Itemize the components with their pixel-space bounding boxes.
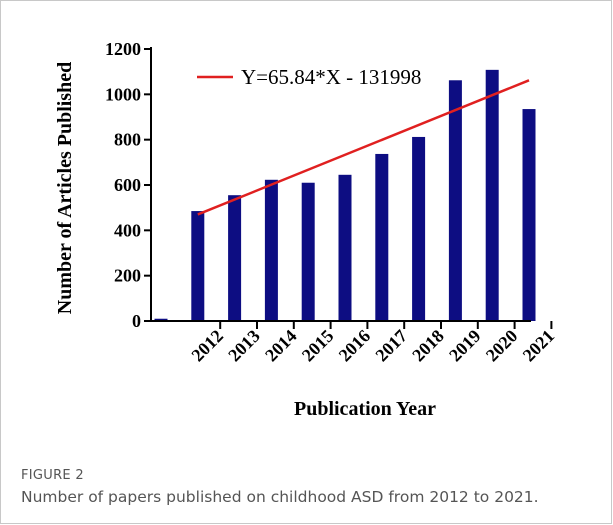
bars-group bbox=[154, 69, 536, 321]
x-tick-label: 2017 bbox=[371, 326, 411, 366]
bar-2013 bbox=[228, 195, 242, 321]
legend: Y=65.84*X - 131998 bbox=[197, 65, 421, 89]
y-tick-label: 200 bbox=[114, 266, 141, 286]
legend-label: Y=65.84*X - 131998 bbox=[241, 65, 421, 89]
figure-label: FIGURE 2 bbox=[21, 468, 84, 483]
bar-2021 bbox=[522, 109, 536, 321]
bar-2014 bbox=[264, 179, 278, 321]
figure-caption: Number of papers published on childhood … bbox=[21, 488, 539, 506]
x-axis-title: Publication Year bbox=[294, 398, 436, 420]
bar-pre-2012 bbox=[154, 318, 168, 321]
bar-2017 bbox=[375, 153, 389, 321]
y-tick-label: 1000 bbox=[105, 84, 141, 104]
x-tick-label: 2019 bbox=[445, 326, 485, 366]
y-tick-label: 0 bbox=[132, 311, 141, 331]
x-tick-label: 2013 bbox=[224, 326, 264, 366]
x-tick-label: 2014 bbox=[261, 326, 301, 366]
x-tick-label: 2012 bbox=[187, 326, 227, 366]
bar-2016 bbox=[338, 174, 352, 321]
x-tick-label: 2021 bbox=[519, 326, 559, 366]
y-tick-label: 800 bbox=[114, 130, 141, 150]
y-ticks-group: 0 200 400 600 800 1000 1200 bbox=[105, 39, 151, 331]
x-tick-label: 2016 bbox=[335, 326, 375, 366]
bar-2020 bbox=[485, 69, 499, 321]
y-axis-title: Number of Articles Published bbox=[54, 62, 76, 314]
x-tick-label: 2018 bbox=[408, 326, 448, 366]
y-tick-label: 1200 bbox=[105, 39, 141, 59]
x-tick-label: 2015 bbox=[298, 326, 338, 366]
x-tick-label: 2020 bbox=[482, 326, 522, 366]
bar-2019 bbox=[448, 80, 462, 321]
bar-2012 bbox=[191, 211, 205, 321]
y-tick-label: 400 bbox=[114, 220, 141, 240]
bar-2015 bbox=[301, 182, 315, 321]
bar-2018 bbox=[412, 136, 426, 321]
y-tick-label: 600 bbox=[114, 175, 141, 195]
trend-line bbox=[197, 79, 530, 216]
